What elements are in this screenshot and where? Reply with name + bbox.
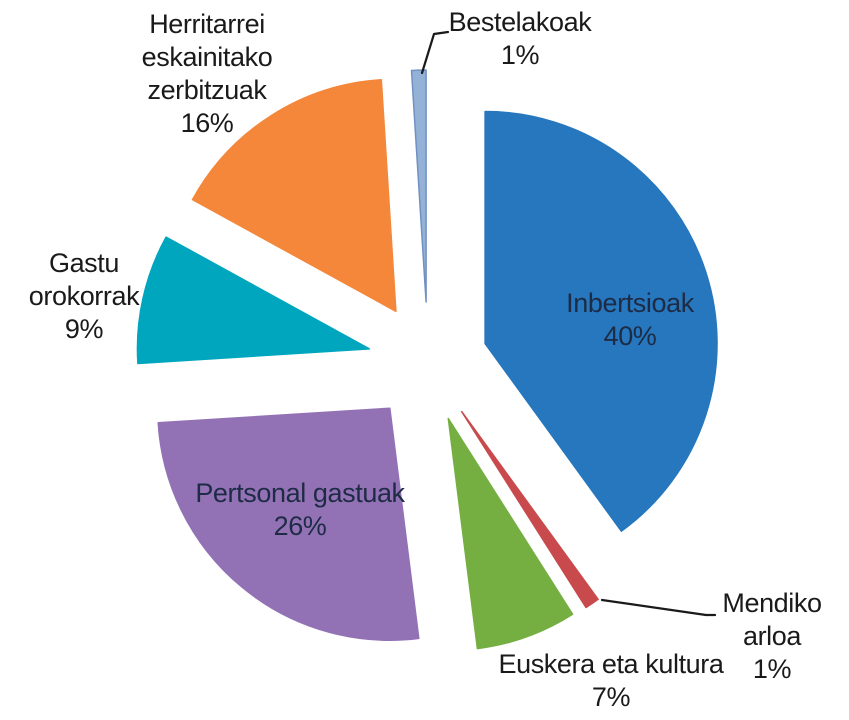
- label-pertsonal-gastuak: Pertsonal gastuak 26%: [178, 477, 422, 543]
- label-mendiko-arloa: Mendiko arloa 1%: [708, 587, 836, 686]
- slice-percentage: 16%: [180, 108, 234, 138]
- label-inbertsioak: Inbertsioak 40%: [538, 287, 722, 353]
- label-gastu-orokorrak: Gastu orokorrak 9%: [14, 247, 154, 346]
- label-bestelakoak: Bestelakoak 1%: [432, 6, 608, 72]
- label-herritarrei-eskainitako-zerbitzuak: Herritarrei eskainitako zerbitzuak 16%: [118, 8, 296, 140]
- slice-category-name: Gastu orokorrak: [28, 248, 140, 311]
- pie-slice-mendiko-arloa: [460, 410, 599, 609]
- leader-line-bestelakoak: [420, 30, 450, 75]
- pie-slice-pertsonal-gastuak: [157, 407, 420, 641]
- leader-line-mendiko-arloa: [600, 598, 717, 617]
- pie-slice-bestelakoak: [410, 69, 427, 303]
- pie-slice-gastu-orokorrak: [136, 236, 371, 365]
- slice-percentage: 40%: [603, 321, 657, 351]
- slice-percentage: 9%: [64, 314, 104, 344]
- pie-slice-euskera-eta-kultura: [447, 417, 574, 650]
- label-euskera-eta-kultura: Euskera eta kultura 7%: [480, 648, 742, 714]
- slice-percentage: 7%: [591, 682, 631, 712]
- slice-category-name: Euskera eta kultura: [498, 649, 724, 679]
- pie-slice-herritarrei-eskainitako-zerbitzuak: [191, 79, 397, 313]
- slice-category-name: Pertsonal gastuak: [195, 478, 405, 508]
- slice-percentage: 26%: [273, 511, 327, 541]
- slice-percentage: 1%: [500, 40, 540, 70]
- pie-slice-inbertsioak: [484, 110, 718, 532]
- slice-percentage: 1%: [752, 654, 792, 684]
- slice-category-name: Inbertsioak: [566, 288, 694, 318]
- slice-category-name: Mendiko arloa: [722, 588, 822, 651]
- slice-category-name: Bestelakoak: [448, 7, 592, 37]
- pie-slices: [136, 69, 718, 650]
- slice-category-name: Herritarrei eskainitako zerbitzuak: [141, 9, 273, 105]
